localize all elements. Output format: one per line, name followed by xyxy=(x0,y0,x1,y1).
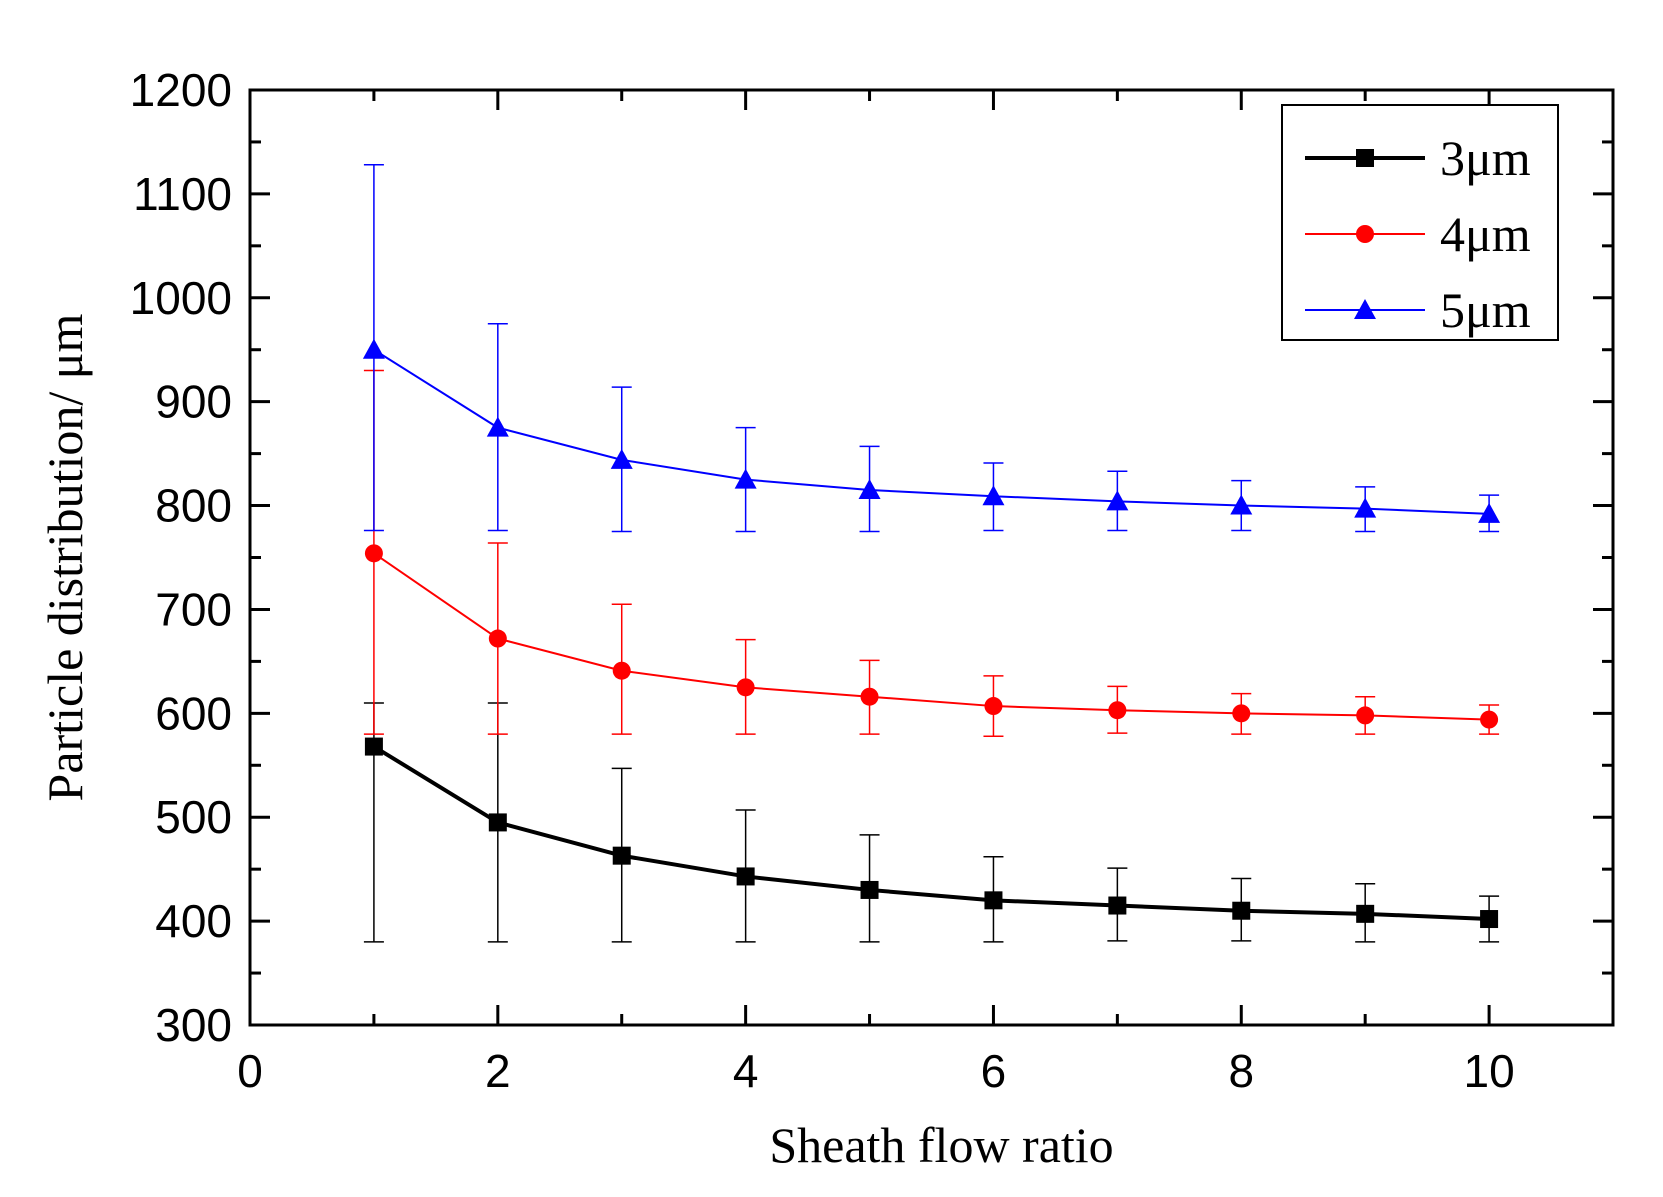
legend-marker xyxy=(1356,149,1374,167)
data-point xyxy=(984,697,1003,716)
legend-box xyxy=(1281,104,1559,341)
y-tick-label: 400 xyxy=(155,895,232,947)
series-layer xyxy=(362,164,1501,943)
data-point xyxy=(1232,901,1251,920)
x-axis-title: Sheath flow ratio xyxy=(769,1117,1113,1173)
data-point xyxy=(610,448,633,469)
legend-label: 4μm xyxy=(1440,206,1531,262)
data-point xyxy=(1230,494,1253,515)
data-point xyxy=(486,416,509,437)
y-tick-label: 600 xyxy=(155,687,232,739)
data-point xyxy=(1480,710,1499,729)
data-point xyxy=(612,846,631,865)
data-point xyxy=(364,544,383,563)
legend-marker xyxy=(1354,299,1376,319)
y-tick-label: 700 xyxy=(155,583,232,635)
data-point xyxy=(736,867,755,886)
data-point xyxy=(1354,497,1377,518)
data-point xyxy=(858,478,881,499)
x-tick-label: 4 xyxy=(733,1045,759,1097)
x-tick-label: 2 xyxy=(485,1045,511,1097)
axis-ticks: 300 400 500 600 700 800 900 1000 1100 1200 0 2 4 6 8 10 xyxy=(130,64,1613,1097)
data-point xyxy=(1480,910,1499,929)
data-point xyxy=(734,468,757,489)
x-tick-label: 0 xyxy=(237,1045,263,1097)
x-tick-label: 10 xyxy=(1464,1045,1515,1097)
data-point xyxy=(1232,704,1251,723)
series-line xyxy=(373,348,1490,515)
data-point xyxy=(982,485,1005,506)
series-3 xyxy=(362,164,1501,533)
x-tick-label: 8 xyxy=(1228,1045,1254,1097)
series-2 xyxy=(363,369,1500,737)
data-point xyxy=(1356,904,1375,923)
legend-marker xyxy=(1356,225,1374,243)
y-tick-label: 1100 xyxy=(133,168,232,220)
data-point xyxy=(488,629,507,648)
legend-label: 5μm xyxy=(1440,282,1531,338)
y-tick-label: 300 xyxy=(155,999,232,1051)
series-1 xyxy=(363,702,1500,943)
data-point xyxy=(1106,490,1129,511)
data-point xyxy=(736,678,755,697)
data-point xyxy=(984,891,1003,910)
series-line xyxy=(372,744,1490,922)
data-point xyxy=(1108,896,1127,915)
data-point xyxy=(362,338,385,359)
y-tick-label: 1200 xyxy=(130,64,232,116)
data-point xyxy=(1478,502,1501,523)
y-tick-label: 900 xyxy=(155,376,232,428)
x-tick-label: 6 xyxy=(981,1045,1007,1097)
y-axis-title: Particle distribution/ μm xyxy=(37,313,93,801)
data-point xyxy=(860,880,879,899)
legend-label: 3μm xyxy=(1440,130,1531,186)
data-point xyxy=(364,737,383,756)
data-point xyxy=(1356,706,1375,725)
data-point xyxy=(612,661,631,680)
data-point xyxy=(1108,701,1127,720)
y-tick-label: 800 xyxy=(155,480,232,532)
y-tick-label: 1000 xyxy=(130,272,232,324)
series-line xyxy=(373,552,1490,721)
data-point xyxy=(860,687,879,706)
data-point xyxy=(488,813,507,832)
legend: 3μm 4μm 5μm xyxy=(1281,104,1559,341)
y-tick-label: 500 xyxy=(155,791,232,843)
